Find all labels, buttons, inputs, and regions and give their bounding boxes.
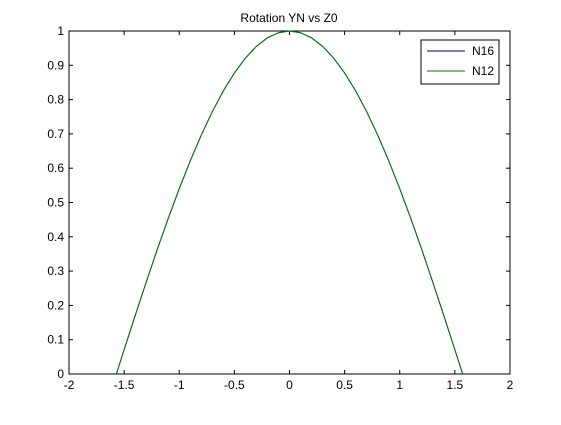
y-tick-label: 1 (57, 24, 64, 38)
x-tick-label: -0.5 (224, 378, 245, 392)
x-tick-label: 1 (396, 378, 403, 392)
y-tick-label: 0.7 (47, 127, 64, 141)
chart-title: Rotation YN vs Z0 (240, 11, 337, 25)
legend-box (420, 39, 500, 85)
y-tick-label: 0 (57, 367, 64, 381)
axis-ticks (68, 30, 511, 375)
x-tick-label: 0 (286, 378, 293, 392)
series-line-n12 (115, 30, 464, 375)
y-tick-label: 0.1 (47, 333, 64, 347)
x-tick-label: 1.5 (447, 378, 464, 392)
y-tick-label: 0.2 (47, 298, 64, 312)
x-tick-label: 2 (507, 378, 514, 392)
series-layer (115, 30, 464, 375)
axis-tick-labels: -2 -1.5 -1 -0.5 0 0.5 1 1.5 2 0 0.1 0.2 0.3 0.4 0.5 0.6… (47, 24, 513, 392)
y-tick-label: 0.3 (47, 264, 64, 278)
y-tick-label: 0.4 (47, 230, 64, 244)
y-tick-label: 0.6 (47, 161, 64, 175)
legend-label-n16: N16 (472, 44, 494, 58)
plot-area (68, 30, 511, 375)
y-tick-label: 0.9 (47, 58, 64, 72)
x-tick-label: -1 (174, 378, 185, 392)
x-tick-label: -2 (64, 378, 75, 392)
y-tick-label: 0.8 (47, 93, 64, 107)
y-tick-label: 0.5 (47, 196, 64, 210)
x-tick-label: -1.5 (114, 378, 135, 392)
x-tick-label: 0.5 (336, 378, 353, 392)
legend-label-n12: N12 (472, 64, 494, 78)
